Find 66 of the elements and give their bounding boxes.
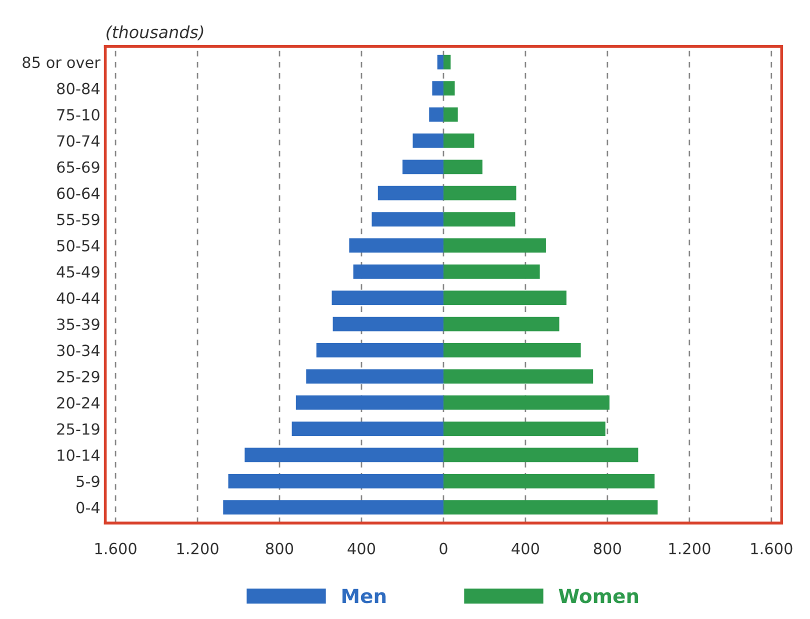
bar [332,316,444,332]
legend-label: Men [342,588,386,604]
x-tick-label: 1.200 [177,542,218,554]
bar [443,238,546,253]
y-tick-label: 30-34 [57,344,100,356]
bar [244,448,444,462]
bar [332,290,444,306]
bar [316,343,444,358]
x-tick-label: 0 [440,542,448,554]
y-tick-label: 60-64 [57,188,100,200]
bar [443,54,451,70]
bar [402,160,444,174]
bar [443,500,658,515]
y-tick-label: 20-24 [57,397,100,409]
x-tick-label: 400 [512,542,540,554]
bar [296,395,444,410]
y-tick-label: 10-14 [58,449,100,461]
y-tick-label: 70-74 [57,135,100,147]
bar [443,316,560,332]
bar [443,264,540,279]
y-tick-label: 0-4 [76,502,100,514]
bar [432,81,444,96]
bar [353,264,444,279]
bar [443,343,581,358]
y-tick-label: 35-39 [57,318,100,330]
y-tick-label: 40-44 [56,292,100,304]
x-tick-label: 400 [348,542,376,554]
bar [412,134,444,148]
y-tick-label: 80-84 [57,82,100,94]
bar [443,395,610,410]
legend-label: Women [558,588,638,604]
bar [443,212,516,226]
bar [443,160,482,174]
y-tick-label: 45-49 [56,266,100,278]
x-tick-label: 1.600 [95,542,136,554]
bar [443,134,474,148]
y-tick-label: 25-29 [57,370,100,382]
y-tick-label: 65-69 [57,161,100,173]
bar [437,54,444,70]
bar [429,107,444,122]
bar [378,186,444,200]
bar [443,290,566,306]
bar [443,448,638,462]
x-tick-label: 800 [594,542,622,554]
bar [292,422,444,436]
chart-title: (thousands) [106,25,204,40]
y-tick-label: 5-9 [76,476,100,488]
bar [443,186,516,200]
bar [223,500,444,515]
y-tick-label: 85 or over [22,56,100,68]
y-tick-label: 25-19 [57,423,100,435]
bar [228,474,444,488]
bar [306,369,444,384]
bar [372,212,444,226]
x-tick-label: 1.600 [751,542,792,554]
bar [349,238,444,253]
bar [443,81,455,96]
bar [443,107,458,122]
y-tick-label: 75-10 [57,108,100,121]
bar [443,474,655,488]
x-tick-label: 1.200 [669,542,710,554]
bar [443,369,594,384]
x-tick-label: 800 [266,542,294,554]
y-tick-label: 50-54 [57,240,100,252]
bar [443,422,606,436]
y-tick-label: 55-59 [57,214,100,226]
